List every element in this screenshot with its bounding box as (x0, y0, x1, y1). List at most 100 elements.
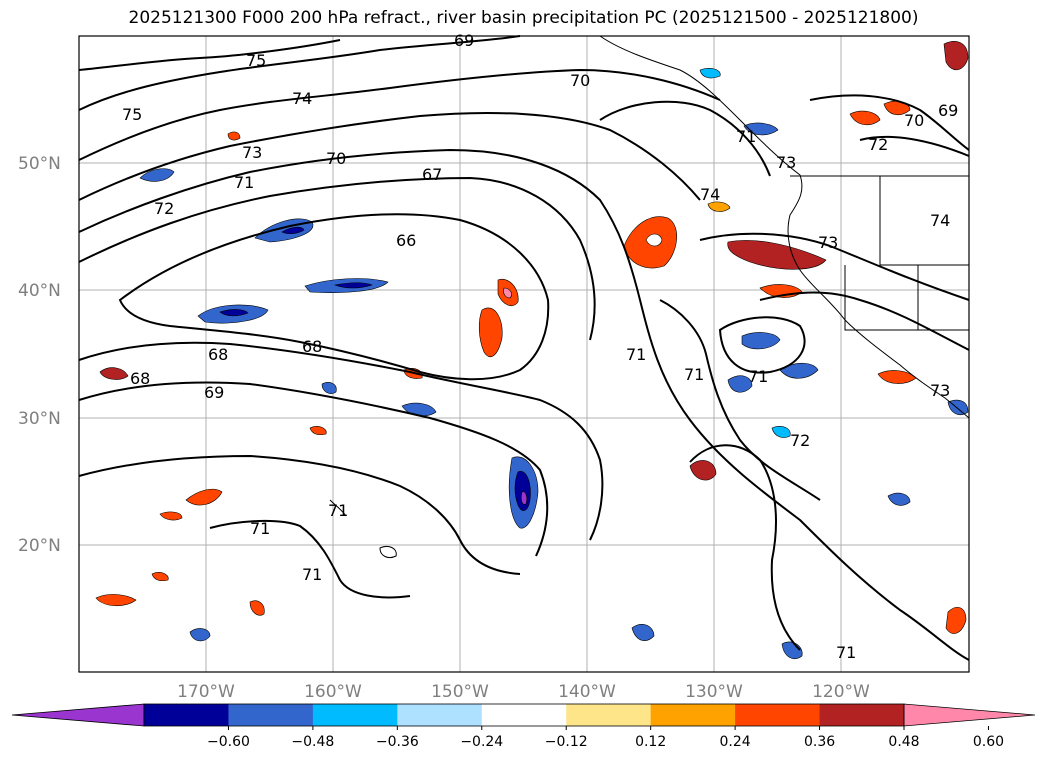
contour-line (78, 111, 701, 201)
precip-patch-pos (159, 511, 183, 521)
precip-patch-neg (333, 282, 373, 289)
precip-patch-pos (689, 460, 717, 481)
coastline-hawaii (329, 499, 347, 517)
colorbar-segment (566, 704, 652, 726)
contour-line (659, 299, 821, 501)
contour-label: 69 (204, 383, 224, 402)
contour-label: 69 (454, 31, 474, 50)
precip-patch-pos (707, 201, 731, 212)
contour-line (759, 291, 970, 351)
precip-patch-pos (945, 607, 967, 634)
precip-patch-pos (849, 110, 881, 126)
contour-label: 72 (868, 135, 888, 154)
contour-line (78, 454, 521, 575)
contour-label: 74 (930, 211, 950, 230)
colorbar-tick-label: −0.48 (291, 734, 334, 750)
lon-label-140: 140°W (558, 682, 616, 702)
coastlines (329, 35, 970, 559)
contour-line (699, 232, 970, 301)
graticule (79, 36, 969, 672)
precip-patch-neg (771, 426, 791, 438)
contour-line (78, 35, 521, 111)
contour-label: 69 (938, 101, 958, 120)
contour-label: 71 (736, 127, 756, 146)
precip-patch-pos (99, 367, 129, 380)
colorbar-segment (228, 704, 314, 726)
precip-patch-pos (227, 131, 241, 141)
colorbar: −0.60 −0.48 −0.36 −0.24 −0.12 0.12 0.24 0.36 0.4… (11, 703, 1036, 750)
precip-patch-neg (779, 362, 819, 379)
colorbar-frame (143, 703, 905, 727)
lon-label-130: 130°W (685, 682, 743, 702)
precip-patch-neg (699, 68, 721, 79)
precip-patch-neg (887, 492, 911, 506)
latitude-axis: 50°N 40°N 30°N 20°N (18, 154, 61, 556)
colorbar-tick-label: −0.60 (207, 734, 250, 750)
contour-label: 74 (292, 89, 312, 108)
contour-line (209, 519, 411, 599)
contour-line (78, 39, 341, 71)
precip-patch-neg (631, 624, 655, 641)
contour-line (78, 381, 549, 557)
contour-label: 70 (326, 149, 346, 168)
contour-label: 67 (422, 165, 442, 184)
colorbar-tick-label: 0.36 (804, 734, 835, 750)
precip-patch-pos (478, 307, 503, 358)
contour-label: 70 (570, 71, 590, 90)
colorbar-segment (312, 704, 398, 726)
coastline-island (379, 545, 397, 559)
contour-line (78, 176, 596, 341)
longitude-axis: 170°W 160°W 150°W 140°W 130°W 120°W (177, 682, 870, 702)
border-state (879, 176, 969, 266)
contour-label: 74 (700, 185, 720, 204)
lon-label-170: 170°W (177, 682, 235, 702)
contour-label: 71 (748, 367, 768, 386)
precip-patch-neg (139, 168, 175, 182)
map-background (79, 36, 969, 672)
border-state (844, 265, 919, 331)
lat-label-50: 50°N (18, 154, 61, 174)
contour-label: 66 (396, 231, 416, 250)
precip-patch-pos (727, 240, 827, 270)
precip-patch-neg (281, 226, 305, 235)
colorbar-segment (819, 704, 905, 726)
precip-patch-neg (727, 375, 753, 393)
refractivity-contours (78, 35, 970, 661)
precip-patch-neg (189, 628, 211, 642)
coastline-north-america (599, 35, 970, 419)
contour-label: 71 (626, 345, 646, 364)
contour-label: 71 (836, 643, 856, 662)
map-panel: 75 74 75 73 71 72 70 67 66 69 70 70 72 6… (78, 31, 970, 673)
contour-label: 73 (818, 233, 838, 252)
contour-label: 72 (790, 431, 810, 450)
colorbar-segment (735, 704, 821, 726)
contour-line (689, 444, 801, 651)
contour-line (809, 94, 970, 151)
contour-label: 73 (776, 153, 796, 172)
contour-line (859, 135, 970, 157)
precip-patch-pos (249, 600, 265, 616)
precip-patch-pos (95, 594, 137, 607)
lat-label-30: 30°N (18, 409, 61, 429)
colorbar-segment (650, 704, 736, 726)
contour-label: 72 (154, 199, 174, 218)
contour-line (599, 100, 771, 177)
contour-line (118, 213, 550, 381)
precip-patch-neg (520, 491, 528, 505)
precip-patch-pos (151, 572, 169, 582)
lon-label-150: 150°W (431, 682, 489, 702)
colorbar-tick-label: 0.24 (720, 734, 751, 750)
contour-label: 70 (904, 111, 924, 130)
colorbar-over-arrow (903, 703, 1036, 727)
precip-patch-pos (503, 287, 512, 299)
lon-label-120: 120°W (812, 682, 870, 702)
colorbar-segment (144, 704, 229, 726)
colorbar-tick-label: 0.60 (973, 734, 1004, 750)
contour-label: 71 (250, 519, 270, 538)
contour-label: 68 (208, 345, 228, 364)
contour-line (78, 341, 604, 541)
precip-patch-neg (219, 309, 249, 317)
precip-patch-pos (185, 488, 223, 506)
contour-label: 75 (122, 105, 142, 124)
